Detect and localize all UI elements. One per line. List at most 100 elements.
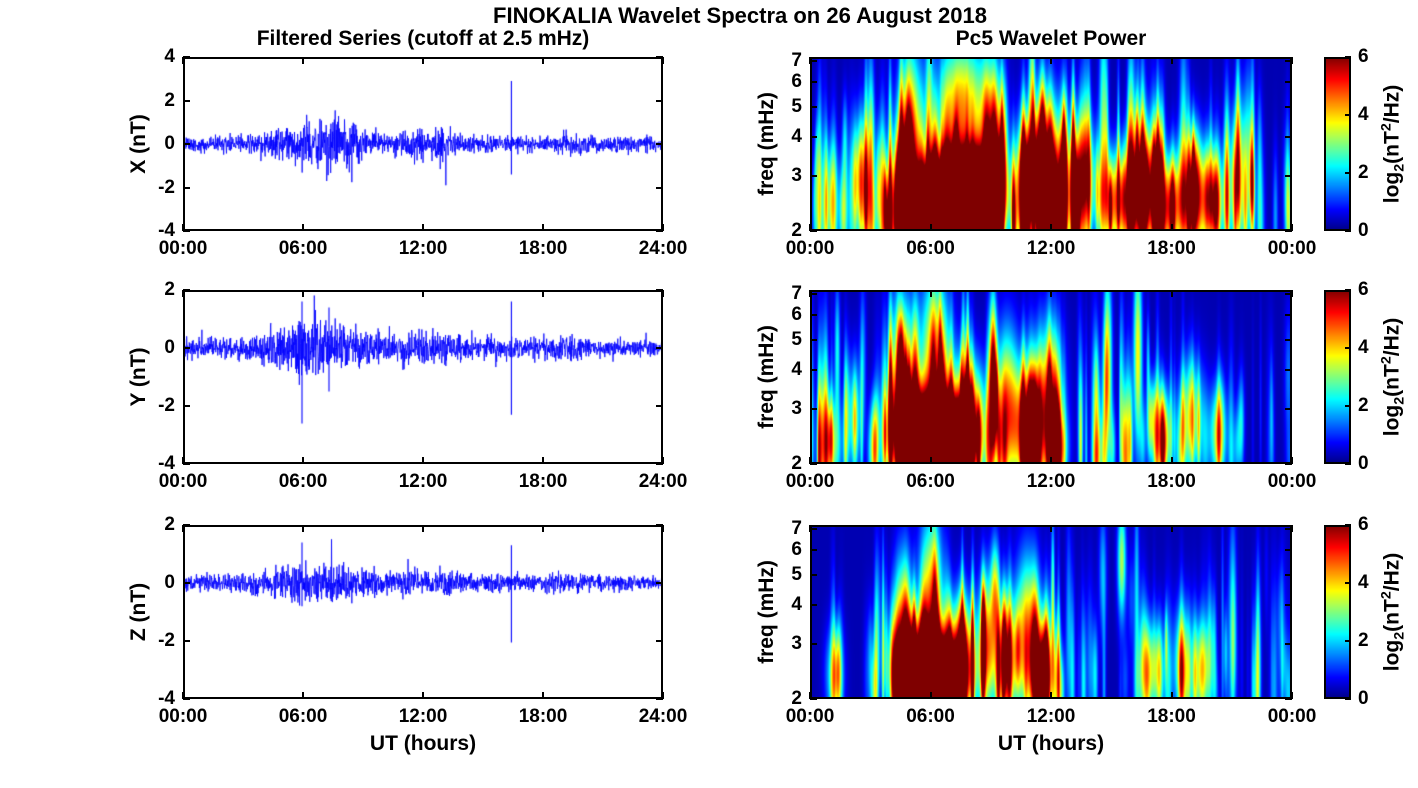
- x-tick-label: 00:00: [158, 238, 208, 259]
- x-tick-label: 18:00: [1147, 238, 1196, 259]
- colorbar-label-post: /Hz): [1380, 552, 1404, 592]
- y-tick-label: 3: [791, 632, 802, 654]
- y-tick-label: 2: [791, 220, 802, 241]
- y-tick-label: 2: [164, 89, 175, 111]
- colorbar-tick-label: 2: [1358, 630, 1369, 651]
- colorbar-label-mid: (nT: [1380, 599, 1404, 632]
- colorbar-tick-label: 6: [1358, 279, 1369, 300]
- y-tick-label: -4: [158, 453, 175, 474]
- x-tick-label: 12:00: [1026, 238, 1076, 259]
- y-tick-label: 5: [791, 95, 802, 117]
- colorbar-gradient: [1324, 57, 1351, 231]
- colorbar-label: log2(nT2/Hz): [1378, 85, 1407, 204]
- colorbar-gradient: [1324, 525, 1351, 699]
- x-tick-label: 06:00: [906, 706, 955, 727]
- colorbar-label-sub: 2: [1391, 396, 1408, 405]
- y-tick-label: 4: [791, 125, 802, 147]
- colorbar-tick-label: 2: [1358, 162, 1369, 183]
- colorbar-tick-label: 6: [1358, 46, 1369, 67]
- x-tick-label: 06:00: [278, 238, 328, 259]
- x-tick-label: 18:00: [1147, 471, 1196, 492]
- colorbar-label-pre: log: [1380, 171, 1404, 204]
- x-tick-label: 18:00: [1147, 706, 1196, 727]
- x-tick-label: 06:00: [906, 471, 955, 492]
- y-tick-label: 0: [164, 133, 175, 154]
- colorbar-label-sup: 2: [1378, 123, 1395, 132]
- colorbar-tick-label: 0: [1358, 688, 1369, 709]
- y-tick-label: 7: [791, 49, 802, 71]
- y-tick-label: -4: [158, 688, 175, 709]
- colorbar-gradient: [1324, 290, 1351, 464]
- x-tick-label: 00:00: [1267, 238, 1317, 259]
- x-tick-label: 18:00: [518, 706, 568, 727]
- colorbar-tick-label: 4: [1358, 337, 1369, 358]
- y-tick-label: 4: [791, 593, 802, 615]
- colorbar-tick-label: 0: [1358, 220, 1369, 241]
- y-tick-label: 6: [791, 538, 802, 560]
- z-filtered-series-panel: Z (nT) 00:00 06:00 12:00 18:00 24:00 2 0 -2 -4 …: [127, 514, 687, 755]
- x-tick-label: 06:00: [906, 238, 955, 259]
- x-tick-label: 24:00: [638, 471, 688, 492]
- y-tick-label: 7: [791, 517, 802, 539]
- colorbar-label-mid: (nT: [1380, 131, 1404, 164]
- x-wavelet-heatmap-canvas: [810, 57, 1292, 231]
- colorbar-label-sup: 2: [1378, 356, 1395, 365]
- z-series-plot-canvas: [183, 525, 663, 699]
- colorbar-label-mid: (nT: [1380, 364, 1404, 397]
- x-tick-label: 12:00: [1026, 471, 1076, 492]
- y-tick-label: 2: [791, 453, 802, 474]
- y-tick-label: 5: [791, 328, 802, 350]
- y-tick-label: -4: [158, 220, 175, 241]
- y-tick-label: 0: [164, 337, 175, 358]
- x-wavelet-ylabel: freq (mHz): [755, 92, 778, 196]
- colorbar-label: log2(nT2/Hz): [1378, 318, 1407, 437]
- y-tick-label: 6: [791, 303, 802, 325]
- x-tick-label: 12:00: [398, 471, 448, 492]
- x-series-plot-canvas: [183, 57, 663, 231]
- colorbar-label-post: /Hz): [1380, 317, 1404, 357]
- y-filtered-series-panel: Y (nT) 00:00 06:00 12:00 18:00 24:00 2 0 -2 -4: [127, 279, 687, 492]
- z-series-ylabel: Z (nT): [127, 582, 150, 642]
- x-tick-label: 00:00: [158, 706, 208, 727]
- x-tick-label: 00:00: [158, 471, 208, 492]
- x-tick-label: 24:00: [638, 706, 688, 727]
- colorbar-tick-label: 0: [1358, 453, 1369, 474]
- y-tick-label: 2: [164, 279, 175, 300]
- figure-title: FINOKALIA Wavelet Spectra on 26 August 2…: [493, 3, 987, 28]
- x-tick-label: 00:00: [785, 238, 835, 259]
- x-tick-label: 12:00: [398, 238, 448, 259]
- y-tick-label: -2: [158, 630, 175, 651]
- wavelet-power-title: Pc5 Wavelet Power: [955, 27, 1147, 50]
- x-tick-label: 18:00: [518, 471, 568, 492]
- y-tick-label: 3: [791, 397, 802, 419]
- z-wavelet-heatmap-canvas: [810, 525, 1292, 699]
- y-tick-label: -2: [158, 176, 175, 198]
- x-wavelet-panel: Pc5 Wavelet Power freq (mHz) 00:00 06:00 1…: [755, 27, 1316, 259]
- x-tick-label: 00:00: [785, 706, 835, 727]
- left-x-axis-label: UT (hours): [369, 732, 477, 755]
- filtered-series-title: Filtered Series (cutoff at 2.5 mHz): [256, 27, 590, 50]
- x-tick-label: 00:00: [785, 471, 835, 492]
- y-wavelet-ylabel: freq (mHz): [755, 325, 778, 429]
- colorbar-label-pre: log: [1380, 404, 1404, 437]
- y-tick-label: 2: [791, 688, 802, 709]
- y-series-ylabel: Y (nT): [127, 347, 150, 407]
- colorbar-label: log2(nT2/Hz): [1378, 553, 1407, 672]
- z-wavelet-ylabel: freq (mHz): [755, 560, 778, 664]
- colorbar-label-post: /Hz): [1380, 84, 1404, 124]
- x-tick-label: 24:00: [638, 238, 688, 259]
- colorbar-tick-label: 6: [1358, 514, 1369, 535]
- x-tick-label: 12:00: [1026, 706, 1076, 727]
- y-tick-label: 0: [164, 572, 175, 593]
- y-tick-label: 6: [791, 70, 802, 92]
- y-tick-label: 4: [791, 358, 802, 380]
- y-tick-label: 7: [791, 282, 802, 304]
- y-series-plot-canvas: [183, 290, 663, 464]
- y-tick-label: 3: [791, 164, 802, 186]
